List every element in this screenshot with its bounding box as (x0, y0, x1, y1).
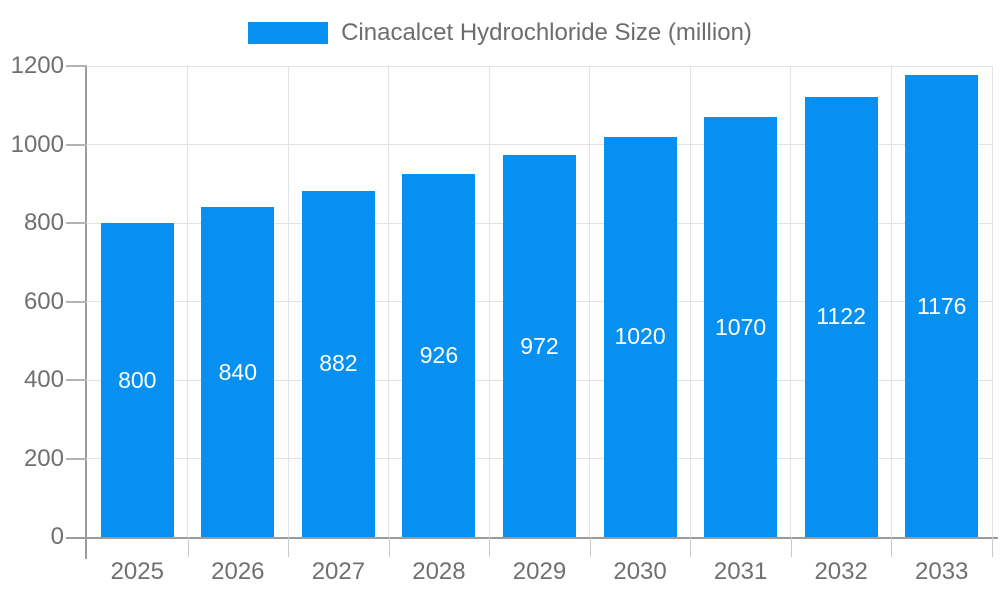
x-axis-tick (187, 537, 189, 557)
y-axis-tick-label: 1200 (10, 52, 64, 79)
x-axis-tick (388, 537, 390, 557)
gridline-vertical (287, 66, 289, 537)
bar: 1020 (603, 136, 677, 537)
x-axis-tick-label: 2029 (512, 558, 567, 585)
bar: 882 (301, 190, 375, 537)
bar-value-label: 1020 (614, 323, 666, 350)
gridline-vertical (388, 66, 390, 537)
y-axis-tick (66, 379, 87, 381)
bar: 840 (201, 207, 275, 537)
gridline-horizontal (87, 65, 992, 67)
x-axis-tick (288, 537, 290, 557)
y-axis-tick-label: 200 (23, 444, 64, 472)
legend-label: Cinacalcet Hydrochloride Size (million) (341, 19, 752, 46)
x-axis-tick (992, 537, 993, 557)
x-axis-tick-label: 2033 (915, 558, 969, 585)
x-axis-tick (589, 537, 591, 557)
gridline-vertical (488, 66, 490, 537)
bar: 800 (100, 223, 174, 537)
bar: 972 (502, 155, 576, 537)
x-axis-tick (690, 537, 692, 557)
x-axis-tick (891, 537, 893, 557)
gridline-vertical (589, 66, 591, 537)
x-axis-tick-label: 2027 (311, 558, 366, 585)
x-axis-tick-label: 2025 (110, 558, 164, 585)
plot-area: 800 840 882 926 972 1020 1070 1122 1176 (87, 65, 993, 537)
bar: 1176 (905, 75, 979, 537)
x-axis-tick-label: 2030 (613, 558, 667, 585)
bar: 1122 (804, 96, 878, 537)
x-axis-tick-label: 2026 (211, 558, 265, 585)
chart-legend: Cinacalcet Hydrochloride Size (million) (0, 19, 1000, 47)
gridline-vertical (991, 66, 993, 537)
y-axis-tick-label: 600 (23, 287, 64, 315)
x-axis-tick (489, 537, 491, 557)
bar-value-label: 800 (118, 366, 157, 393)
gridline-vertical (187, 66, 189, 537)
y-axis-tick (66, 143, 87, 146)
bar-value-label: 1176 (916, 292, 967, 319)
bar-value-label: 1122 (816, 303, 866, 330)
bar-value-label: 972 (520, 332, 559, 359)
bar-value-label: 1070 (715, 313, 767, 340)
bar: 926 (402, 173, 476, 537)
x-axis-tick-label: 2032 (814, 558, 868, 585)
y-axis-tick-label: 800 (23, 209, 64, 236)
gridline-vertical (790, 66, 792, 537)
x-axis-tick (790, 537, 792, 557)
legend-swatch (248, 22, 329, 44)
y-axis-tick (66, 457, 87, 460)
bar: 1070 (704, 117, 778, 537)
gridline-vertical (890, 66, 892, 537)
gridline-vertical (689, 66, 691, 537)
bar-value-label: 840 (218, 358, 258, 385)
y-axis-tick (66, 300, 87, 303)
bar-value-label: 926 (419, 341, 459, 368)
y-axis-tick-label: 400 (23, 366, 64, 393)
x-axis-tick-label: 2028 (412, 558, 466, 585)
bar-value-label: 882 (319, 350, 358, 377)
y-axis-tick (66, 65, 87, 67)
y-axis-tick-label: 0 (50, 523, 64, 550)
x-axis-tick-label: 2031 (713, 558, 768, 585)
x-axis-line (66, 537, 998, 539)
y-axis-tick-label: 1000 (10, 130, 64, 158)
y-axis-tick (66, 222, 87, 224)
gridline-horizontal (87, 144, 992, 145)
